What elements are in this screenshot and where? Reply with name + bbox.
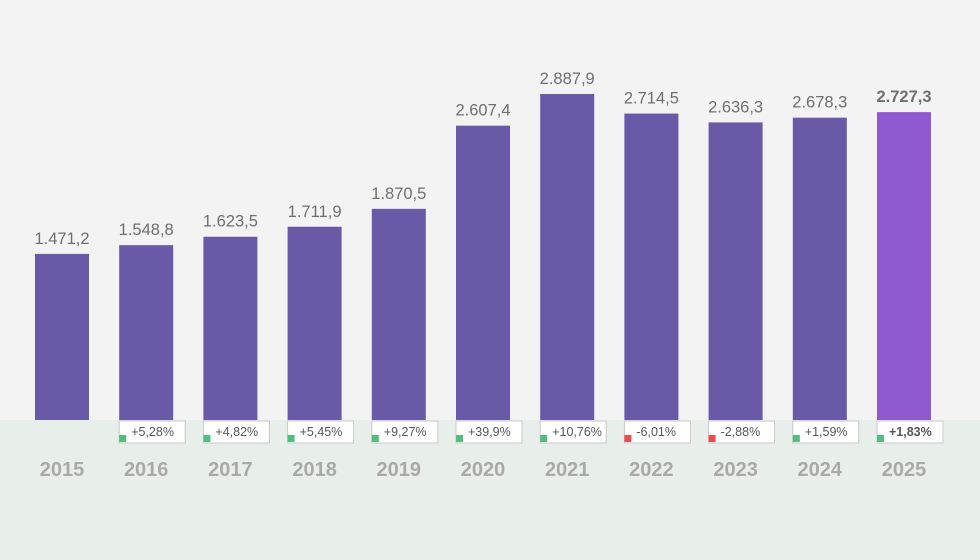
bar-2015 xyxy=(35,253,89,420)
year-label-2024: 2024 xyxy=(798,459,843,481)
up-indicator-icon xyxy=(792,435,800,442)
bar-2021 xyxy=(540,94,595,420)
bar-2024 xyxy=(792,117,847,421)
bar-2020 xyxy=(456,125,510,420)
down-indicator-icon xyxy=(624,435,632,442)
year-label-2017: 2017 xyxy=(208,459,253,481)
value-label-2018: 1.711,9 xyxy=(288,203,342,221)
value-label-2021: 2.887,9 xyxy=(540,70,595,88)
value-label-2023: 2.636,3 xyxy=(708,98,763,116)
change-label-2017: +4,82% xyxy=(215,425,258,439)
change-badge-2016 xyxy=(118,420,186,444)
bar-2025 xyxy=(877,112,931,420)
change-badge-2017 xyxy=(202,420,270,444)
change-label-2018: +5,45% xyxy=(300,425,343,439)
year-label-2016: 2016 xyxy=(124,459,169,481)
change-badge-2020 xyxy=(455,420,523,444)
value-label-2016: 1.548,8 xyxy=(119,221,174,239)
value-label-2015: 1.471,2 xyxy=(34,230,89,248)
value-label-2024: 2.678,3 xyxy=(792,94,847,112)
change-badge-2022 xyxy=(623,420,691,444)
change-label-2020: +39,9% xyxy=(468,425,511,439)
bar-2022 xyxy=(624,113,679,421)
value-label-2022: 2.714,5 xyxy=(624,90,679,108)
year-label-2022: 2022 xyxy=(629,459,674,481)
change-badge-2025 xyxy=(876,420,944,444)
value-label-2020: 2.607,4 xyxy=(455,102,510,120)
bar-2017 xyxy=(203,236,258,420)
bar-2018 xyxy=(287,226,342,420)
change-label-2022: -6,01% xyxy=(636,425,676,439)
year-label-2025: 2025 xyxy=(882,459,927,481)
up-indicator-icon xyxy=(119,435,127,442)
change-label-2025: +1,83% xyxy=(889,425,932,439)
change-label-2016: +5,28% xyxy=(131,425,174,439)
up-indicator-icon xyxy=(540,435,548,442)
up-indicator-icon xyxy=(456,435,463,442)
value-label-2017: 1.623,5 xyxy=(203,213,258,231)
change-badge-2019 xyxy=(371,420,439,444)
change-badge-2021 xyxy=(539,420,607,444)
bar-2023 xyxy=(708,122,763,420)
year-label-2018: 2018 xyxy=(292,459,337,481)
value-label-2025: 2.727,3 xyxy=(876,88,931,106)
change-badge-2018 xyxy=(287,420,355,444)
down-indicator-icon xyxy=(708,435,716,442)
value-label-2019: 1.870,5 xyxy=(371,185,426,203)
bar-2016 xyxy=(119,245,174,420)
change-label-2024: +1,59% xyxy=(805,425,848,439)
up-indicator-icon xyxy=(203,435,211,442)
change-label-2023: -2,88% xyxy=(721,425,761,439)
year-label-2019: 2019 xyxy=(377,459,422,481)
year-label-2021: 2021 xyxy=(545,459,590,481)
change-badge-2023 xyxy=(708,420,776,444)
year-label-2023: 2023 xyxy=(713,459,758,481)
year-label-2020: 2020 xyxy=(461,459,506,481)
year-label-2015: 2015 xyxy=(40,459,85,481)
change-label-2019: +9,27% xyxy=(384,425,427,439)
bar-2019 xyxy=(371,208,426,420)
up-indicator-icon xyxy=(371,435,379,442)
change-label-2021: +10,76% xyxy=(552,425,602,439)
up-indicator-icon xyxy=(877,435,884,442)
change-badge-2024 xyxy=(792,420,860,444)
up-indicator-icon xyxy=(287,435,295,442)
